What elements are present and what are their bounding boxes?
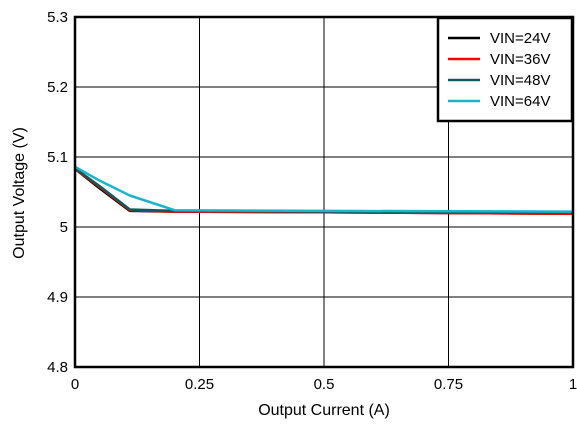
series-line-vin-64v (74, 165, 574, 213)
y-axis-label: Output Voltage (V) (11, 127, 28, 259)
x-tick-label: 0 (71, 376, 79, 393)
x-tick-label: 0.75 (434, 376, 463, 393)
y-tick-label: 5.3 (47, 9, 68, 26)
y-tick-label: 4.9 (47, 289, 68, 306)
plot-frame (73, 15, 575, 369)
legend: VIN=24V VIN=36V VIN=48V VIN=64V (436, 16, 574, 123)
series-lines (74, 165, 574, 215)
tick-labels: 0 0.25 0.5 0.75 1 4.8 4.9 5 5.1 5.2 5.3 (47, 9, 577, 393)
y-tick-label: 5.1 (47, 149, 68, 166)
legend-label: VIN=48V (490, 72, 550, 89)
legend-box (436, 16, 574, 123)
x-tick-label: 0.5 (314, 376, 335, 393)
legend-label: VIN=64V (490, 93, 550, 110)
x-axis-label: Output Current (A) (258, 402, 390, 419)
x-tick-label: 1 (569, 376, 577, 393)
y-tick-label: 5 (60, 219, 68, 236)
y-tick-label: 4.8 (47, 359, 68, 376)
legend-label: VIN=24V (490, 30, 550, 47)
y-tick-label: 5.2 (47, 79, 68, 96)
legend-label: VIN=36V (490, 51, 550, 68)
x-tick-label: 0.25 (185, 376, 214, 393)
